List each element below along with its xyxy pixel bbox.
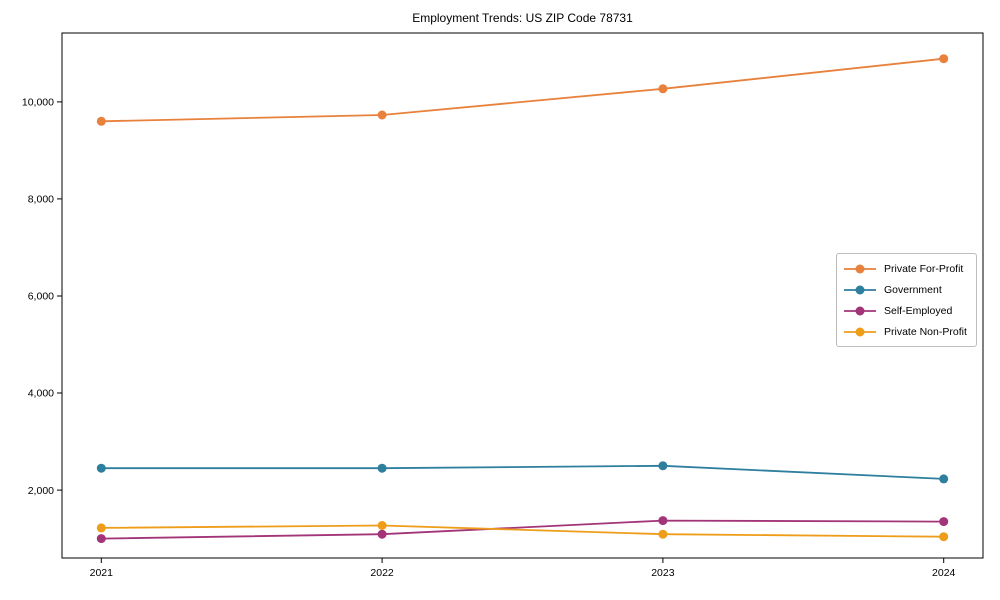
legend-label: Government — [884, 283, 942, 296]
point-government — [658, 461, 668, 471]
legend-label: Private For-Profit — [884, 262, 964, 275]
point-private-for-profit — [377, 110, 387, 120]
legend-label: Private Non-Profit — [884, 325, 967, 338]
legend-item-self-employed: Self-Employed — [843, 300, 970, 321]
y-tick-label: 2,000 — [28, 485, 54, 497]
line-private-non-profit — [101, 524, 944, 538]
x-tick-label: 2023 — [651, 567, 675, 579]
y-tick-label: 10,000 — [22, 97, 54, 109]
point-government — [377, 463, 387, 473]
chart-title: Employment Trends: US ZIP Code 78731 — [412, 11, 633, 25]
point-private-non-profit — [96, 523, 106, 533]
point-government — [939, 474, 949, 484]
point-private-for-profit — [96, 116, 106, 126]
point-private-for-profit — [939, 54, 949, 64]
legend-item-private-for-profit: Private For-Profit — [843, 258, 970, 279]
y-tick-label: 4,000 — [28, 388, 54, 400]
line-private-for-profit — [101, 57, 944, 123]
x-tick-label: 2024 — [932, 567, 956, 579]
line-self-employed — [101, 519, 944, 540]
y-tick-label: 8,000 — [28, 194, 54, 206]
point-self-employed — [658, 516, 668, 526]
chart-legend: Private For-Profit Government Self-Emplo… — [836, 253, 977, 347]
point-private-non-profit — [658, 529, 668, 539]
point-government — [96, 463, 106, 473]
legend-label: Self-Employed — [884, 304, 953, 317]
legend-item-private-non-profit: Private Non-Profit — [843, 321, 970, 342]
point-self-employed — [96, 534, 106, 544]
point-self-employed — [939, 517, 949, 527]
legend-item-government: Government — [843, 279, 970, 300]
legend-marker-icon — [844, 285, 876, 294]
x-tick-label: 2022 — [370, 567, 394, 579]
legend-marker-icon — [844, 327, 876, 336]
point-private-non-profit — [939, 532, 949, 542]
x-tick-label: 2021 — [90, 567, 114, 579]
point-private-for-profit — [658, 84, 668, 94]
y-tick-label: 6,000 — [28, 291, 54, 303]
point-private-non-profit — [377, 521, 387, 530]
legend-marker-icon — [844, 264, 876, 273]
point-self-employed — [377, 529, 387, 539]
legend-marker-icon — [844, 306, 876, 315]
line-government — [101, 464, 944, 480]
